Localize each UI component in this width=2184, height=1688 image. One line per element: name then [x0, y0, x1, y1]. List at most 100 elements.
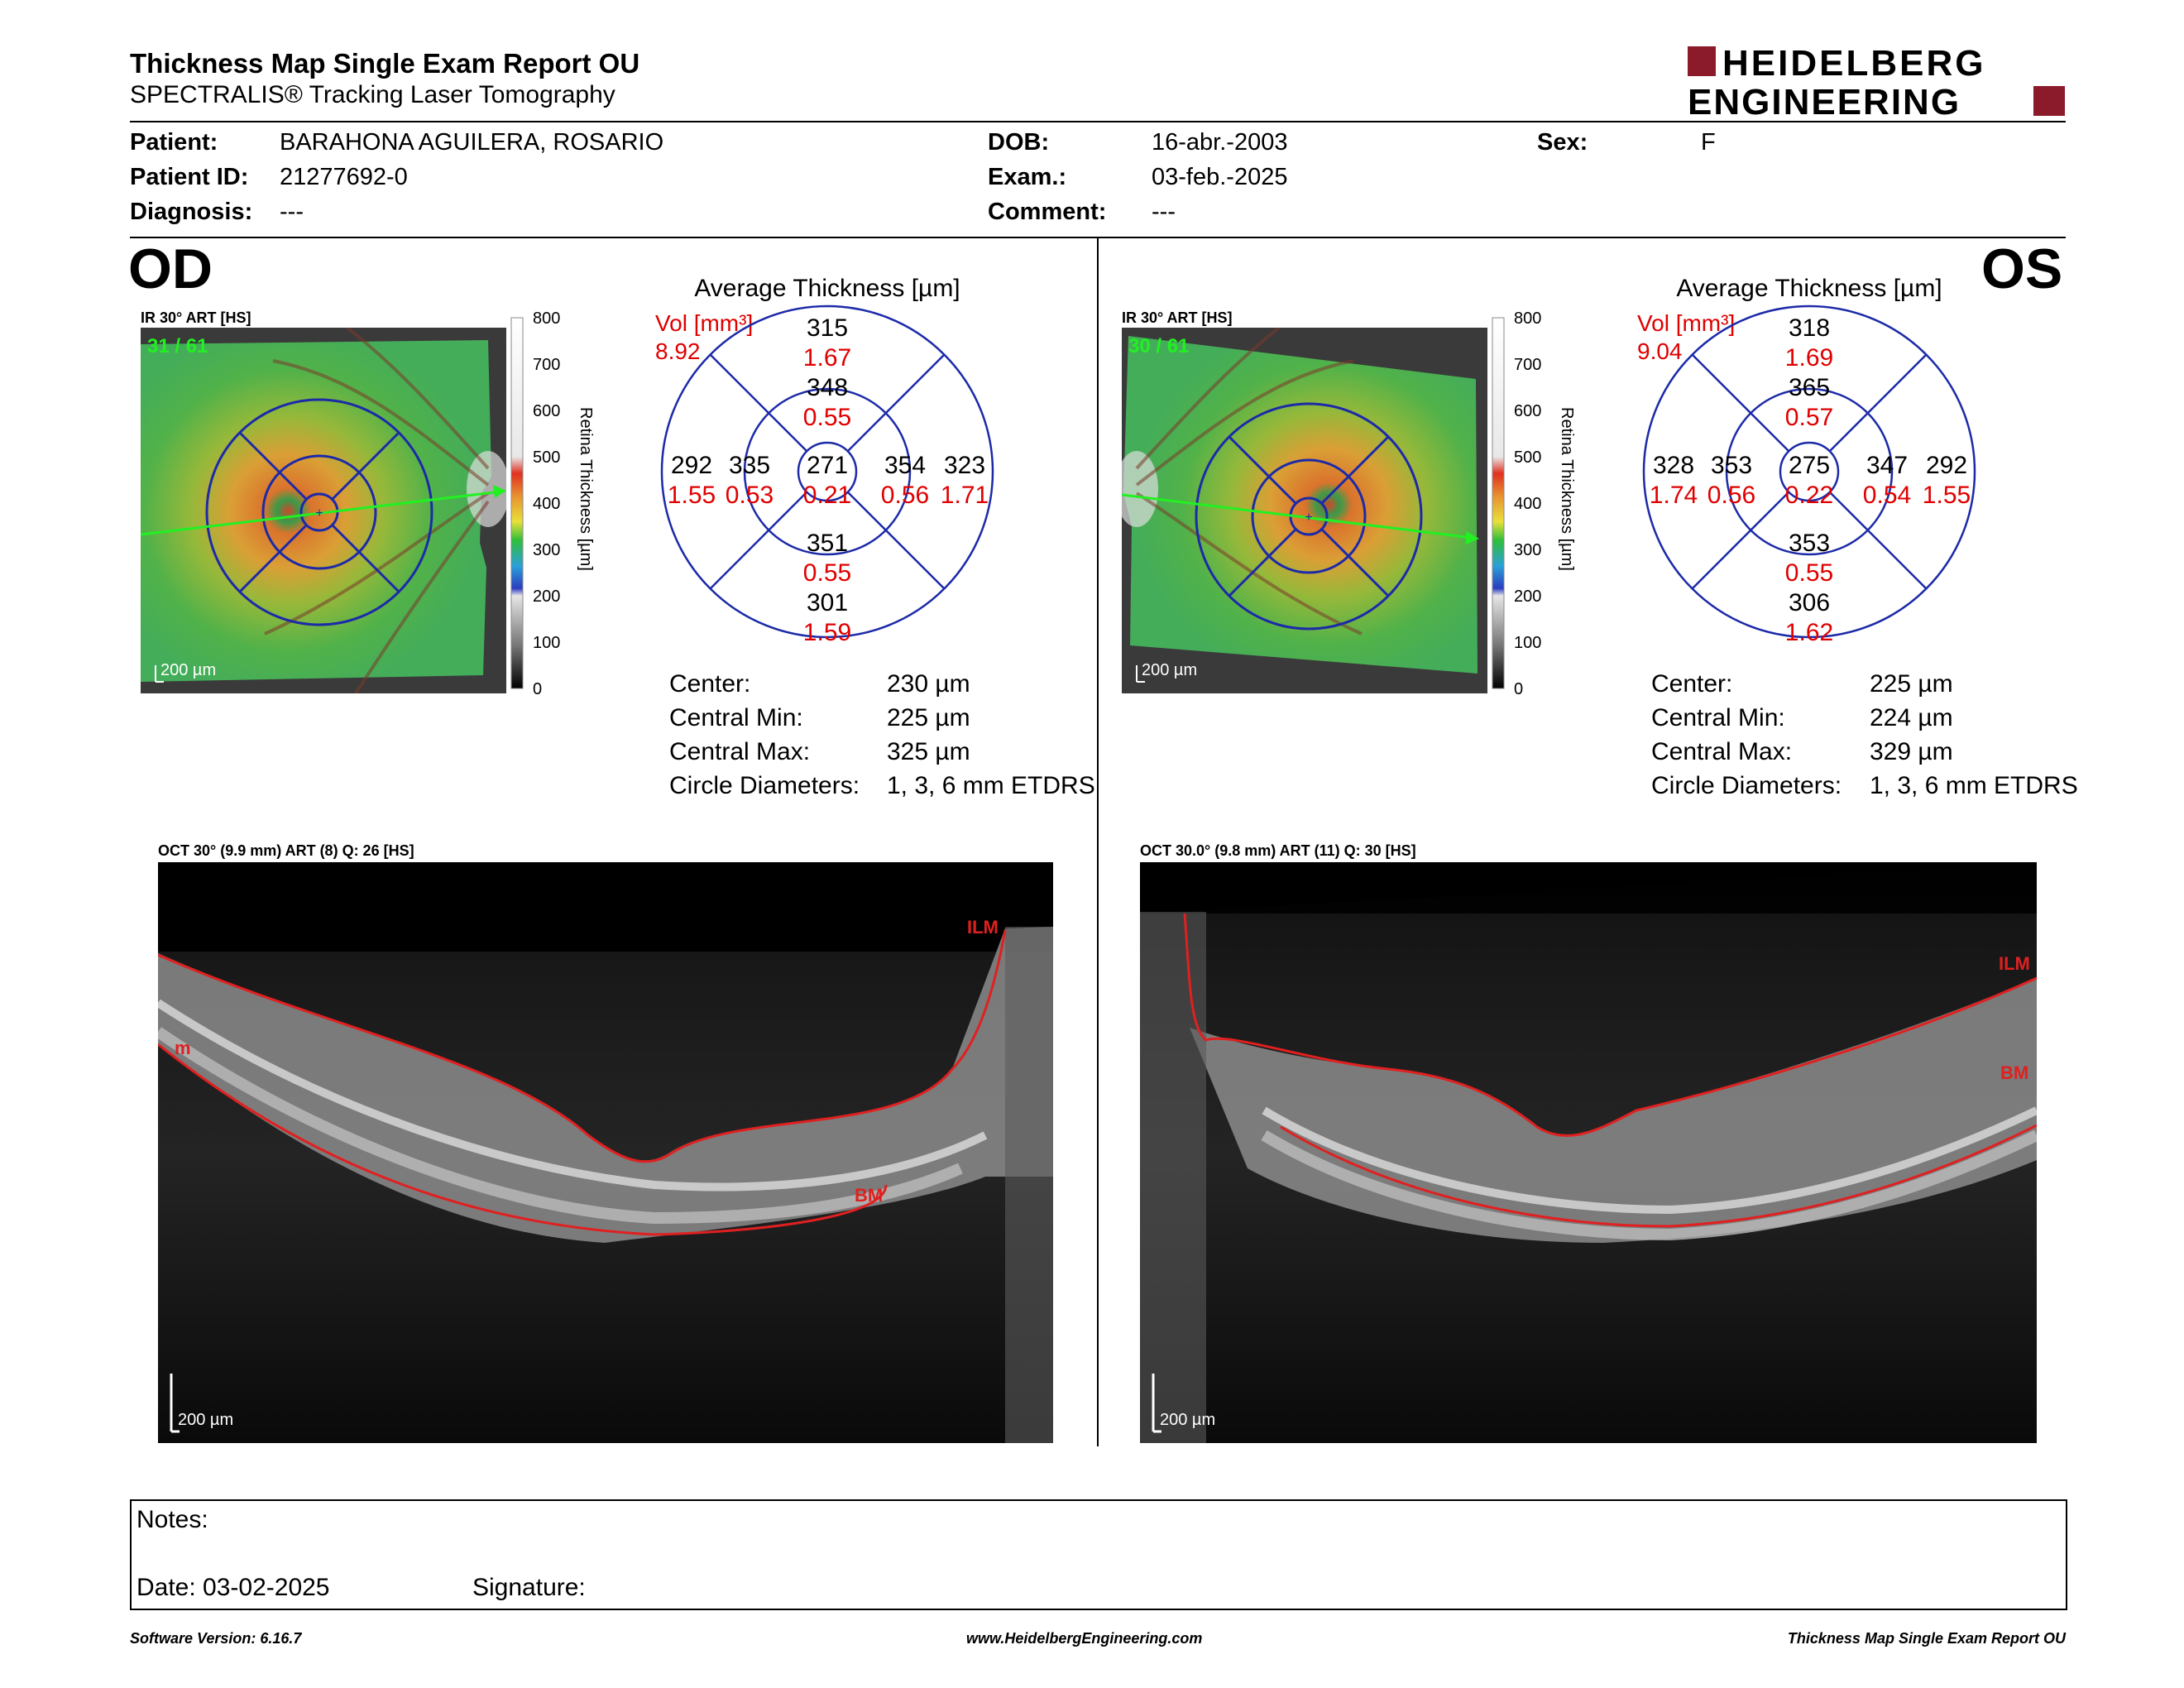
od-outer-bottom-volume: 1.59 — [803, 619, 851, 646]
os-inner-right-thickness: 347 — [1866, 452, 1908, 479]
od-inner-left-thickness: 335 — [729, 452, 770, 479]
od-stat-diam-value: 1, 3, 6 mm ETDRS — [887, 772, 1095, 799]
diagnosis-value: --- — [280, 199, 304, 225]
exam-value: 03-feb.-2025 — [1152, 164, 1288, 190]
signature-label: Signature: — [472, 1574, 586, 1601]
od-scale-ticks: 800 700 600 500 400 300 200 100 0 — [533, 309, 560, 697]
comment-value: --- — [1152, 199, 1176, 225]
sex-value: F — [1701, 129, 1716, 156]
od-inner-bottom-volume: 0.55 — [803, 559, 851, 587]
dob-value: 16-abr.-2003 — [1152, 129, 1288, 156]
svg-text:200: 200 — [1514, 587, 1541, 606]
patient-label: Patient: — [130, 129, 218, 156]
od-oct-scale: 200 µm — [178, 1411, 233, 1429]
os-inner-bottom-thickness: 353 — [1789, 530, 1830, 557]
od-ir-label: IR 30° ART [HS] — [141, 309, 251, 326]
os-stat-diam-value: 1, 3, 6 mm ETDRS — [1870, 772, 2078, 799]
os-outer-left-thickness: 328 — [1653, 452, 1694, 479]
od-inner-right-thickness: 354 — [884, 452, 926, 479]
os-inner-right-volume: 0.54 — [1863, 482, 1911, 509]
od-vol-label: Vol [mm³] — [655, 310, 753, 336]
od-inner-bottom-thickness: 351 — [807, 530, 848, 557]
date-label: Date: 03-02-2025 — [136, 1574, 330, 1601]
sex-label: Sex: — [1537, 129, 1588, 156]
os-bm-label: BM — [2000, 1062, 2028, 1083]
svg-text:+: + — [1305, 511, 1312, 525]
od-inner-top-thickness: 348 — [807, 374, 848, 401]
od-thickness-scale: 800 700 600 500 400 300 200 100 0 Retina… — [510, 309, 595, 697]
patient-id-label: Patient ID: — [130, 164, 249, 190]
od-avg-title: Average Thickness [µm] — [694, 275, 960, 302]
od-inner-left-volume: 0.53 — [726, 482, 774, 509]
os-image-counter: 30 / 61 — [1128, 335, 1189, 357]
od-oct-label: OCT 30° (9.9 mm) ART (8) Q: 26 [HS] — [158, 842, 414, 859]
os-fundus-scale: 200 µm — [1142, 661, 1197, 679]
diagnosis-label: Diagnosis: — [130, 199, 253, 225]
od-stat-center-value: 230 µm — [887, 670, 970, 698]
os-center-volume: 0.22 — [1785, 482, 1833, 509]
os-center-thickness: 275 — [1789, 452, 1830, 479]
od-outer-left-thickness: 292 — [671, 452, 712, 479]
svg-text:800: 800 — [1514, 309, 1541, 328]
svg-text:+: + — [315, 506, 323, 520]
footer-report-name: Thickness Map Single Exam Report OU — [1787, 1630, 2066, 1647]
od-vol-value: 8.92 — [655, 338, 701, 364]
os-stat-diam-label: Circle Diameters: — [1651, 772, 1842, 799]
footer-website-link[interactable]: www.HeidelbergEngineering.com — [966, 1630, 1203, 1647]
logo-line2: ENGINEERING — [1688, 82, 1961, 117]
svg-text:600: 600 — [1514, 402, 1541, 420]
od-outer-left-volume: 1.55 — [668, 482, 716, 509]
os-stat-max-label: Central Max: — [1651, 738, 1793, 765]
svg-text:400: 400 — [533, 495, 560, 513]
os-oct-scale: 200 µm — [1160, 1411, 1215, 1429]
od-ilm-label: ILM — [967, 917, 999, 938]
os-ir-label: IR 30° ART [HS] — [1122, 309, 1233, 326]
svg-text:400: 400 — [1514, 495, 1541, 513]
os-outer-right-volume: 1.55 — [1923, 482, 1971, 509]
od-stat-diam-label: Circle Diameters: — [669, 772, 860, 799]
os-outer-bottom-volume: 1.62 — [1785, 619, 1833, 646]
os-scale-label: Retina Thickness [µm] — [1558, 407, 1576, 571]
footer-software-version: Software Version: 6.16.7 — [130, 1630, 302, 1647]
patient-id: 21277692-0 — [280, 164, 408, 190]
od-center-thickness: 271 — [807, 452, 848, 479]
od-fundus-image: + 31 / 61 200 µm — [141, 328, 506, 693]
od-fundus-scale: 200 µm — [160, 661, 216, 679]
os-stat-center-label: Center: — [1651, 670, 1733, 698]
svg-text:500: 500 — [533, 448, 560, 467]
od-eye-label: OD — [128, 237, 213, 300]
svg-text:200: 200 — [533, 587, 560, 606]
svg-text:100: 100 — [533, 634, 560, 652]
svg-text:500: 500 — [1514, 448, 1541, 467]
os-avg-title: Average Thickness [µm] — [1676, 275, 1942, 302]
svg-text:700: 700 — [1514, 356, 1541, 374]
os-inner-top-thickness: 365 — [1789, 374, 1830, 401]
os-vol-value: 9.04 — [1637, 338, 1683, 364]
od-etdrs-chart: Average Thickness [µm] Vol [mm³] 8.92 31… — [655, 275, 994, 646]
od-center-volume: 0.21 — [803, 482, 851, 509]
logo-line1: HEIDELBERG — [1722, 45, 1985, 84]
od-outer-right-thickness: 323 — [944, 452, 985, 479]
header-rule-bottom — [130, 237, 2066, 238]
notes-label: Notes: — [136, 1506, 208, 1533]
os-outer-right-thickness: 292 — [1926, 452, 1967, 479]
od-inner-right-volume: 0.56 — [881, 482, 929, 509]
os-inner-top-volume: 0.57 — [1785, 404, 1833, 431]
os-outer-top-volume: 1.69 — [1785, 344, 1833, 372]
notes-box[interactable]: Notes: Date: 03-02-2025 Signature: — [130, 1499, 2067, 1610]
od-outer-right-volume: 1.71 — [941, 482, 989, 509]
od-stat-max-value: 325 µm — [887, 738, 970, 765]
svg-text:0: 0 — [1514, 680, 1523, 697]
os-ilm-label: ILM — [1999, 953, 2030, 974]
svg-text:700: 700 — [533, 356, 560, 374]
os-eye-label: OS — [1981, 237, 2063, 300]
os-vol-label: Vol [mm³] — [1637, 310, 1735, 336]
od-bm-label: BM — [855, 1185, 883, 1206]
heidelberg-logo: HEIDELBERG ENGINEERING — [1688, 45, 2065, 117]
os-inner-left-volume: 0.56 — [1707, 482, 1755, 509]
od-scale-label: Retina Thickness [µm] — [577, 407, 595, 571]
os-stat-center-value: 225 µm — [1870, 670, 1953, 698]
os-fundus-image: + 30 / 61 200 µm — [1122, 328, 1487, 693]
od-stat-max-label: Central Max: — [669, 738, 811, 765]
os-etdrs-chart: Average Thickness [µm] Vol [mm³] 9.04 31… — [1637, 275, 1976, 646]
